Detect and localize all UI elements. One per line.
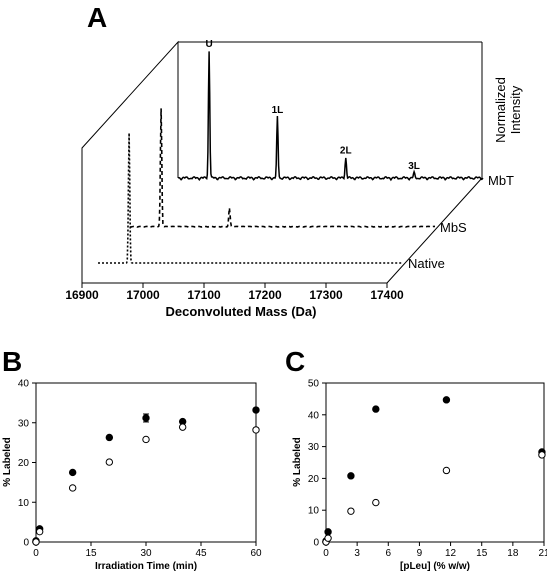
panel-a-z-label: Normalized Intensity (493, 77, 523, 143)
panel-a-peak-label: 3L (408, 161, 420, 172)
panel-a-x-tick-label: 17400 (370, 288, 404, 302)
panel-b-point-filled (68, 468, 77, 477)
panel-b-x-tick-label: 0 (33, 548, 39, 559)
panel-c-point-open (324, 534, 332, 542)
panel-c-x-tick-label: 3 (354, 548, 360, 559)
panel-a-z-label-line1: Normalized (493, 77, 508, 143)
panel-b-x-tick-label: 15 (85, 548, 97, 559)
panel-a-x-label: Deconvoluted Mass (Da) (166, 304, 317, 319)
panel-b-axes: 0 15 30 45 60 0 10 20 30 40 (18, 379, 262, 560)
panel-a-x-ticks: 16900 17000 17100 17200 17300 17400 (65, 283, 404, 302)
panel-c-y-tick-label: 0 (313, 538, 319, 549)
panel-b-point-open (252, 426, 260, 434)
panel-c-point-filled (442, 396, 451, 404)
panel-c-x-tick-label: 9 (417, 548, 423, 559)
panel-c-x-tick-label: 18 (507, 548, 519, 559)
panel-a-back-left-frame (81, 40, 179, 283)
panel-a-x-tick-label: 17200 (248, 288, 282, 302)
panel-a-series: MbT U 1L 2L 3L MbS Native (98, 39, 514, 271)
panel-c-y-tick-label: 30 (308, 442, 320, 453)
panel-b-x-tick-label: 60 (250, 548, 262, 559)
panel-a-x-tick-label: 16900 (65, 288, 99, 302)
panel-c-plot-frame (325, 382, 545, 543)
panel-a-waterfall: 16900 17000 17100 17200 17300 17400 MbT U 1L 2L 3… (65, 39, 523, 319)
panel-b-point-filled (142, 414, 150, 422)
panel-c-point-open (372, 498, 380, 507)
panel-b-y-label: % Labeled (2, 437, 13, 486)
panel-c-y-tick-label: 50 (308, 379, 320, 390)
panel-b-y-tick-label: 30 (18, 418, 30, 429)
panel-b-point-open (32, 538, 40, 546)
panel-b-point-filled (105, 433, 114, 442)
panel-letter-b: B (2, 346, 22, 377)
panel-b-y-tick-label: 20 (18, 458, 30, 469)
panel-c-x-label: [pLeu] (% w/w) (400, 561, 470, 572)
panel-b-point-open (35, 527, 44, 536)
panel-c-x-tick-label: 15 (476, 548, 488, 559)
panel-a-peak-label: U (205, 39, 212, 50)
panel-b-point-filled (252, 406, 260, 414)
panel-b-plot-frame (35, 382, 257, 543)
panel-b-point-open (178, 423, 187, 431)
panel-c-y-tick-label: 10 (308, 506, 320, 517)
panel-c-y-tick-label: 20 (308, 474, 320, 485)
panel-a-depth-axis (386, 177, 483, 284)
panel-c-x-tick-label: 12 (445, 548, 457, 559)
panel-letter-c: C (285, 346, 305, 377)
panel-a-series-label: Native (408, 256, 445, 271)
panel-c-point-filled (324, 528, 332, 536)
panel-b-scatter: 0 15 30 45 60 0 10 20 30 40 Irradiation Time (min… (2, 379, 262, 573)
panel-a-spectrum-native (98, 132, 403, 264)
panel-c-x-tick-label: 21 (538, 548, 547, 559)
panel-a-spectrum-mbs (129, 108, 435, 228)
panel-b-point-open (142, 435, 150, 444)
panel-c-x-tick-label: 6 (386, 548, 392, 559)
panel-letter-a: A (87, 2, 107, 33)
panel-b-point-open (105, 458, 114, 466)
panel-a-x-tick-label: 17000 (126, 288, 160, 302)
panel-c-y-label: % Labeled (292, 437, 303, 486)
panel-b-y-tick-label: 10 (18, 498, 30, 509)
panel-a-x-tick-label: 17300 (309, 288, 343, 302)
panel-a-series-label: MbT (488, 173, 514, 188)
panel-b-x-label: Irradiation Time (min) (95, 561, 197, 572)
panel-c-scatter: 0 3 6 9 12 15 18 21 0 10 20 30 40 50 [pLeu] (% w/w) %… (292, 379, 547, 573)
panel-c-point-open (347, 507, 355, 515)
panel-a-spectrum-mbt (177, 51, 484, 182)
panel-b-y-tick-label: 40 (18, 379, 30, 390)
panel-b-x-tick-label: 30 (140, 548, 152, 559)
panel-c-point-filled (347, 472, 355, 480)
panel-c-points (322, 396, 546, 546)
panel-b-point-open (68, 484, 77, 492)
panel-a-series-label: MbS (440, 220, 467, 235)
panel-a-z-label-line2: Intensity (508, 85, 523, 134)
panel-c-point-filled (372, 405, 380, 413)
panel-b-x-tick-label: 45 (195, 548, 207, 559)
panel-c-x-tick-label: 0 (323, 548, 329, 559)
panel-a-peak-label: 2L (340, 146, 352, 157)
panel-a-peak-label: 1L (272, 105, 284, 116)
panel-b-y-tick-label: 0 (23, 538, 29, 549)
panel-c-y-tick-label: 40 (308, 410, 320, 421)
panel-a-x-tick-label: 17100 (187, 288, 221, 302)
panel-c-point-open (442, 466, 451, 475)
panel-c-point-open (538, 451, 546, 459)
panel-c-axes: 0 3 6 9 12 15 18 21 0 10 20 30 40 50 (308, 379, 547, 560)
panel-b-points (32, 406, 260, 546)
